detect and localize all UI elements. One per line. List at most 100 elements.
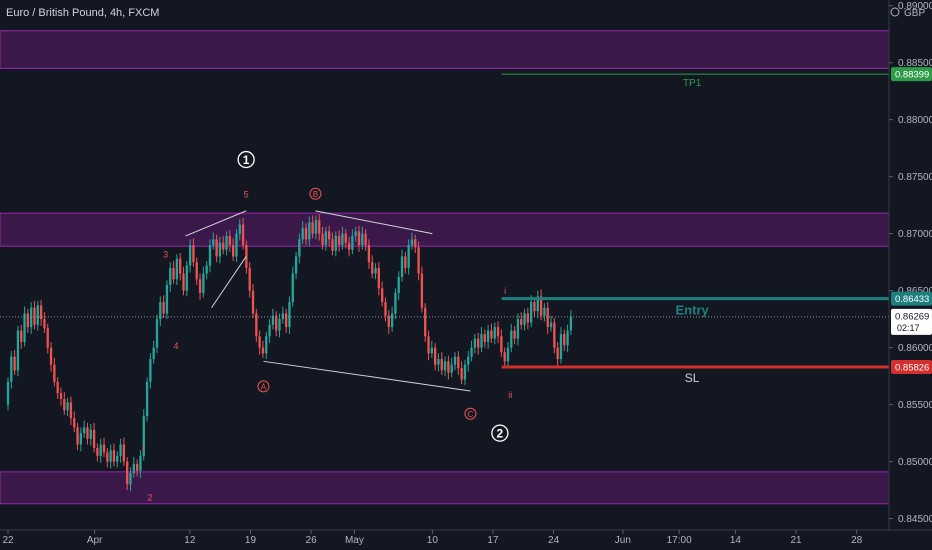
candle-body xyxy=(112,450,116,462)
candle-body xyxy=(347,242,351,250)
candle-body xyxy=(129,473,132,485)
wave-label-minor: i xyxy=(142,443,144,453)
candle-body xyxy=(76,427,79,445)
candle-body xyxy=(195,262,198,280)
candle-body xyxy=(215,239,218,257)
candle-body xyxy=(490,330,493,339)
candle-body xyxy=(354,231,357,236)
candle-body xyxy=(39,305,43,320)
candle-body xyxy=(569,316,573,331)
wave-label-corrective: C xyxy=(468,410,474,419)
candle-body xyxy=(543,307,546,316)
time-tick-label: 21 xyxy=(790,535,802,546)
price-badge-value: 0.86269 xyxy=(895,311,929,322)
time-tick-label: 10 xyxy=(427,535,439,546)
candle-body xyxy=(530,302,533,323)
candle-body xyxy=(463,364,467,380)
candle-body xyxy=(56,381,59,394)
supply-demand-zone xyxy=(0,212,890,247)
candle-body xyxy=(397,276,400,293)
candle-body xyxy=(433,347,437,365)
currency-toggle-icon[interactable] xyxy=(890,7,900,17)
candle-body xyxy=(473,338,477,348)
candle-body xyxy=(470,347,473,357)
candle-body xyxy=(301,227,304,240)
candle-body xyxy=(331,239,334,251)
candle-body xyxy=(179,258,182,274)
candle-body xyxy=(556,347,559,360)
candle-body xyxy=(371,262,374,274)
price-badge-current xyxy=(891,308,932,335)
candle-body xyxy=(109,450,112,462)
candle-body xyxy=(506,347,510,362)
candle-body xyxy=(185,265,188,291)
candle-body xyxy=(278,319,281,331)
candle-body xyxy=(447,361,450,373)
candle-body xyxy=(500,336,503,353)
candle-body xyxy=(328,231,331,240)
candle-body xyxy=(208,245,212,266)
candle-body xyxy=(99,444,102,456)
candle-body xyxy=(394,292,397,314)
candle-body xyxy=(324,231,328,246)
supply-demand-zone xyxy=(0,471,890,505)
candle-body xyxy=(516,319,520,339)
candle-body xyxy=(238,224,241,234)
candle-body xyxy=(427,336,430,354)
price-tick-label: 0.85500 xyxy=(898,400,932,411)
candle-body xyxy=(414,239,417,248)
candle-body xyxy=(92,429,96,448)
time-tick-label: 17 xyxy=(487,535,499,546)
candle-body xyxy=(420,273,424,308)
time-tick-label: Apr xyxy=(87,535,103,546)
candle-body xyxy=(533,302,536,312)
candle-body xyxy=(182,273,185,291)
candle-body xyxy=(341,233,344,246)
candle-body xyxy=(46,328,49,348)
wave-trendline xyxy=(185,210,247,237)
candle-body xyxy=(205,265,208,274)
candle-body xyxy=(304,227,308,240)
wave-marker-circle xyxy=(464,407,477,420)
time-tick-label: Jun xyxy=(615,535,631,546)
pattern-layer xyxy=(185,210,471,392)
candle-body xyxy=(13,356,16,371)
price-axis-ticks: 0.845000.850000.855000.860000.865000.870… xyxy=(889,1,932,525)
price-badge-sl xyxy=(891,360,932,375)
candle-body xyxy=(145,381,149,417)
candle-body xyxy=(36,305,39,325)
candle-body xyxy=(467,356,470,365)
candle-body xyxy=(218,242,222,257)
candle-body xyxy=(526,313,530,323)
candle-body xyxy=(175,258,179,280)
candle-body xyxy=(520,319,523,325)
candle-body xyxy=(59,393,63,399)
time-tick-label: 19 xyxy=(245,535,257,546)
wave-label-minor: ii xyxy=(508,390,512,400)
currency-label: GBP xyxy=(904,8,925,19)
candle-body xyxy=(437,359,440,365)
candle-body xyxy=(23,313,26,342)
candle-body xyxy=(258,336,261,348)
price-axis[interactable] xyxy=(889,0,932,530)
wave-marker-circle xyxy=(237,150,255,169)
candle-body xyxy=(387,315,390,328)
time-axis-ticks: 22 Apr 12 19 26 May 10 17 24 Jun 17:00 14 21 28 xyxy=(2,530,863,546)
candle-body xyxy=(496,327,500,337)
time-tick-label: 28 xyxy=(851,535,863,546)
candle-body xyxy=(453,356,457,365)
price-badge-value: 0.88399 xyxy=(895,70,929,81)
candle-body xyxy=(66,402,69,411)
candle-body xyxy=(33,307,36,325)
candle-body xyxy=(79,433,83,445)
time-axis[interactable] xyxy=(0,530,932,550)
candle-body xyxy=(16,330,20,371)
candle-body xyxy=(443,361,447,371)
candle-body xyxy=(318,219,321,234)
candle-body xyxy=(288,302,291,328)
wave-marker-circle xyxy=(309,187,322,200)
price-badge-countdown: 02:17 xyxy=(897,323,920,333)
candle-body xyxy=(337,235,341,246)
candle-body xyxy=(539,296,543,316)
